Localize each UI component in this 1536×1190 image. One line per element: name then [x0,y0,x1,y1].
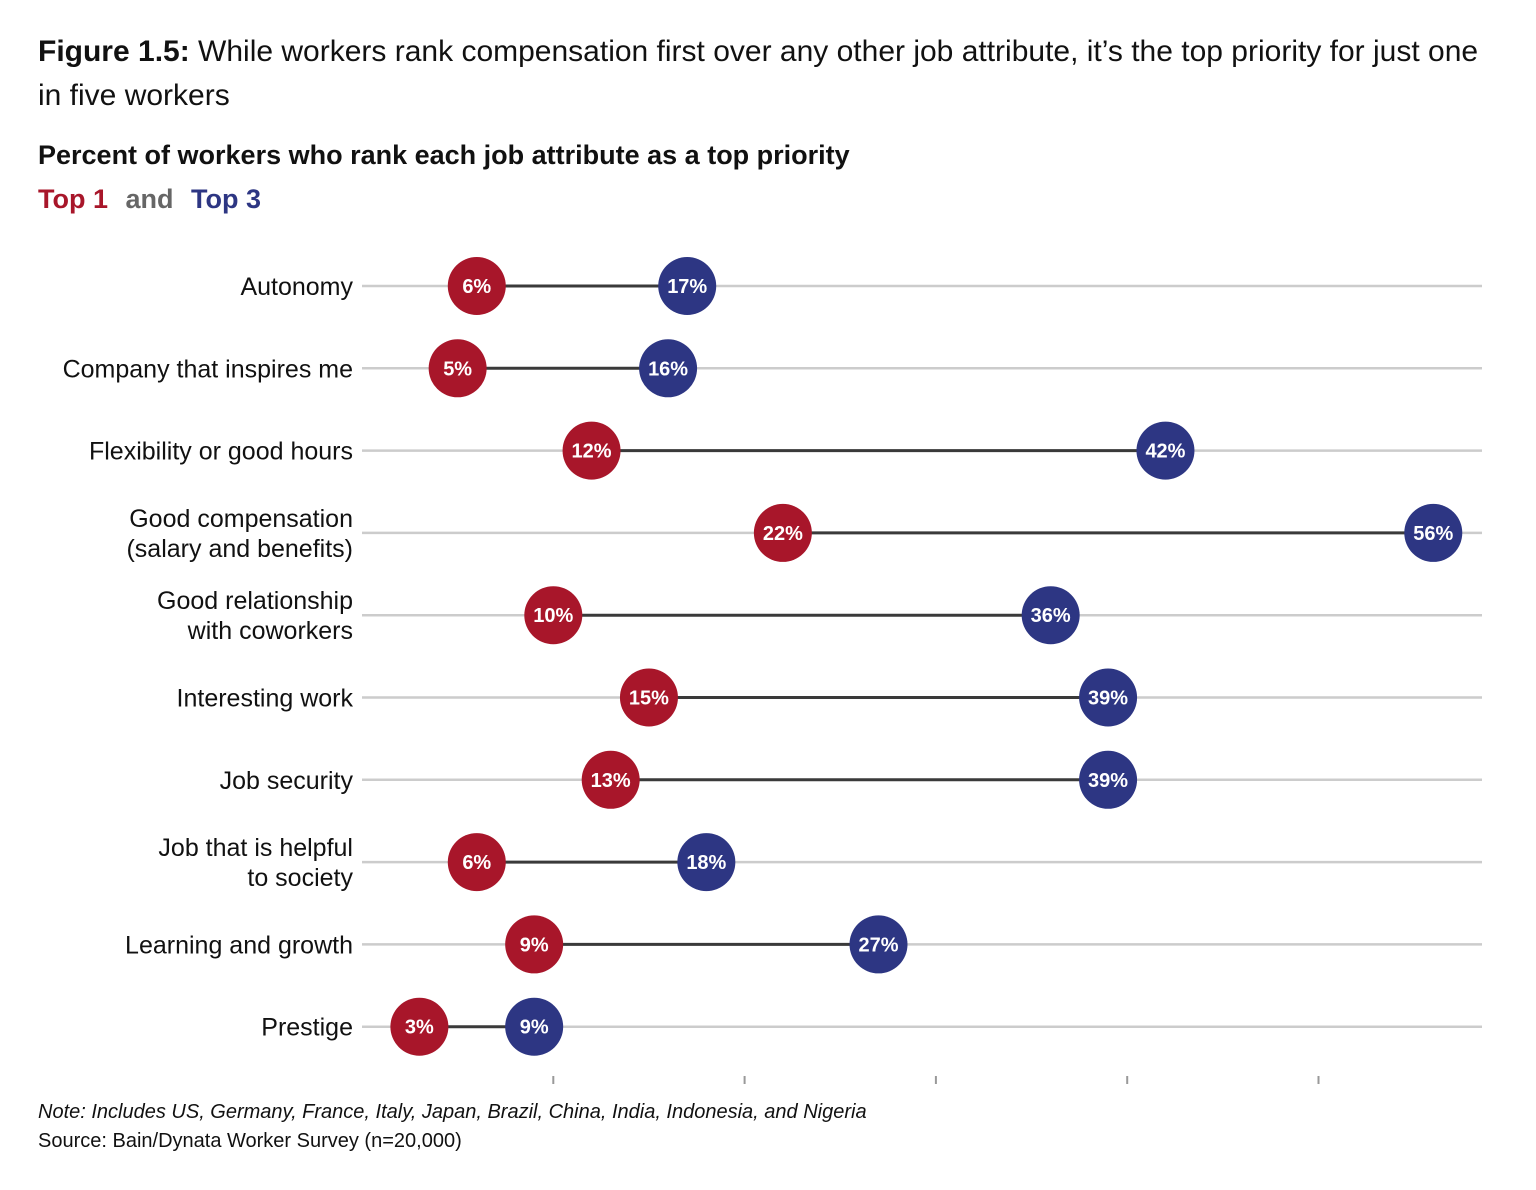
top3-point [1079,750,1138,809]
top1-point [524,586,583,645]
top3-point [1079,668,1138,727]
top1-value-label: 12% [572,441,612,463]
category-label: Good relationship with coworkers [157,587,353,645]
top1-point [447,257,506,315]
footer: Note: Includes US, Germany, France, Ital… [38,1098,867,1156]
top3-point [1404,503,1463,562]
category-label-line: Flexibility or good hours [89,438,353,466]
top1-value-label: 22% [763,523,803,545]
dumbbell-chart: Autonomy 6% 17% Company that inspires me 5% 1… [63,257,1482,1084]
figure-number: Figure 1.5: [38,35,190,68]
top3-value-label: 42% [1145,441,1185,463]
top1-value-label: 10% [533,605,573,627]
top3-value-label: 36% [1031,605,1071,627]
chart-subtitle: Percent of workers who rank each job att… [38,140,850,170]
top3-value-label: 9% [520,1017,549,1039]
top1-point [581,750,640,809]
category-label-line: Job security [220,767,354,795]
top1-value-label: 6% [462,852,491,874]
category-label-line: to society [247,864,353,892]
legend-and: and [125,184,174,214]
top3-value-label: 56% [1413,523,1453,545]
figure-title: Figure 1.5: While workers rank compensat… [38,30,1508,118]
category-label-line: Good compensation [129,505,353,533]
top3-value-label: 17% [667,276,707,298]
legend-top3: Top 3 [191,184,262,214]
top1-point [390,997,449,1056]
category-label-line: Job that is helpful [158,834,353,862]
category-label-line: Autonomy [240,273,353,301]
top1-value-label: 9% [520,934,549,956]
top3-value-label: 16% [648,358,688,380]
category-label-line: Good relationship [157,587,353,615]
source-line: Source: Bain/Dynata Worker Survey (n=20,… [38,1130,462,1152]
top1-value-label: 13% [591,770,631,792]
figure-title-text: While workers rank compensation first ov… [38,35,1479,112]
top3-point [677,833,736,892]
legend-top1: Top 1 [38,184,108,214]
top3-value-label: 27% [858,934,898,956]
category-label: Flexibility or good hours [89,438,353,466]
legend: Top 1 and Top 3 [38,184,271,215]
top3-point [1136,421,1195,480]
top1-value-label: 3% [405,1017,434,1039]
category-label-line: (salary and benefits) [126,535,353,563]
top3-point [658,257,717,315]
category-label: Interesting work [177,685,354,713]
top1-point [505,915,564,974]
top3-point [1021,586,1080,645]
category-label-line: Prestige [261,1014,353,1042]
footnote: Note: Includes US, Germany, France, Ital… [38,1101,867,1123]
top1-value-label: 6% [462,276,491,298]
category-label: Company that inspires me [63,355,353,383]
category-label: Prestige [261,1014,353,1042]
top3-value-label: 18% [686,852,726,874]
category-label-line: Company that inspires me [63,355,353,383]
category-label-line: Interesting work [177,685,354,713]
top1-value-label: 15% [629,688,669,710]
top3-point [849,915,908,974]
top1-point [619,668,678,727]
top3-value-label: 39% [1088,770,1128,792]
top3-value-label: 39% [1088,688,1128,710]
top1-point [753,503,812,562]
top3-point [639,339,698,398]
top1-point [562,421,621,480]
top3-point [505,997,564,1056]
category-label: Good compensation (salary and benefits) [126,505,353,563]
top1-value-label: 5% [443,358,472,380]
category-label: Learning and growth [125,931,353,959]
category-label-line: with coworkers [187,617,353,645]
category-label: Job security [220,767,354,795]
category-label: Autonomy [240,273,353,301]
top1-point [447,833,506,892]
top1-point [428,339,487,398]
category-label: Job that is helpful to society [158,834,353,892]
category-label-line: Learning and growth [125,931,353,959]
